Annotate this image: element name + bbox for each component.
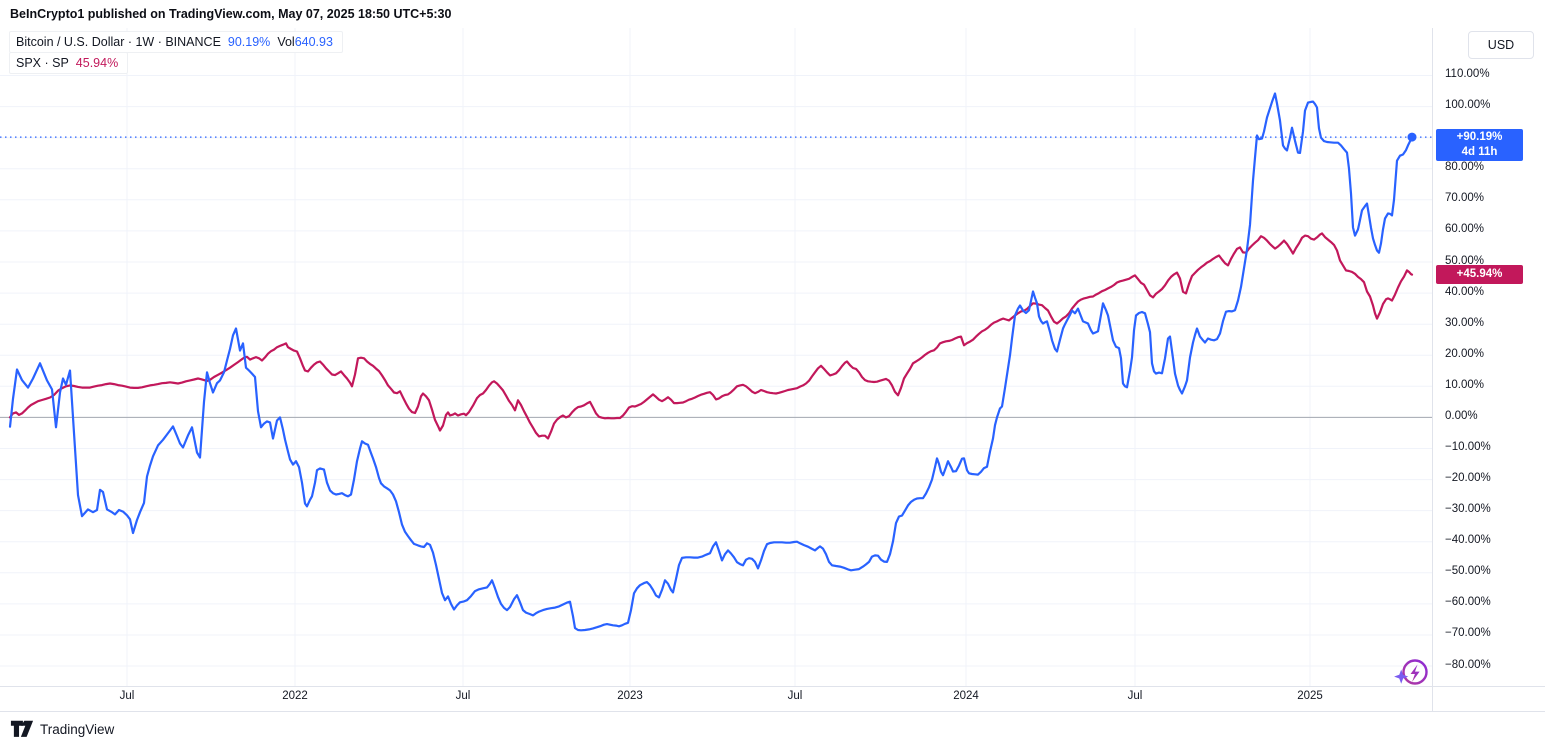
legend-symbol-spx: SPX · SP [16, 56, 69, 70]
price-scale-tick: −70.00% [1445, 627, 1491, 640]
flash-boost-icon[interactable] [1393, 653, 1435, 693]
btc-price-value: +90.19% [1456, 130, 1503, 143]
time-axis-tick: 2023 [617, 690, 643, 702]
spx-price-label: +45.94% [1436, 265, 1523, 285]
price-scale-tick: 50.00% [1445, 254, 1485, 267]
price-scale-tick: −40.00% [1445, 534, 1491, 547]
time-axis-tick: Jul [119, 690, 135, 702]
lightning-bolt-icon [1410, 664, 1420, 682]
btc-countdown: 4d 11h [1461, 145, 1498, 158]
price-scale-tick: −60.00% [1445, 596, 1491, 609]
publish-header: BeInCrypto1 published on TradingView.com… [10, 7, 452, 21]
legend-change-btc: 90.19% [227, 35, 271, 49]
footer: TradingView [10, 719, 114, 739]
btc-price-label: +90.19% 4d 11h [1436, 128, 1523, 161]
price-scale-tick: 10.00% [1445, 378, 1485, 391]
chart-canvas[interactable] [0, 0, 1432, 686]
legend-vol-label: Vol [277, 35, 295, 49]
price-scale-border [1432, 28, 1433, 711]
time-axis-top-border [0, 686, 1545, 687]
price-scale-tick: 40.00% [1445, 285, 1485, 298]
sparkle-icon [1394, 669, 1409, 684]
price-scale-tick: 110.00% [1445, 68, 1490, 81]
price-scale-tick: −30.00% [1445, 503, 1491, 516]
price-scale-tick: −50.00% [1445, 565, 1491, 578]
price-scale[interactable]: 110.00% 100.00% 80.00% 70.00% 60.00% 50.00% 40… [1433, 28, 1545, 711]
price-scale-tick: 60.00% [1445, 223, 1485, 236]
tradingview-brand-text[interactable]: TradingView [40, 721, 115, 737]
price-scale-tick: 80.00% [1445, 161, 1485, 174]
legend-volume: Vol 640.93 [277, 34, 333, 50]
price-scale-tick: −80.00% [1445, 658, 1491, 671]
time-axis-tick: Jul [455, 690, 471, 702]
legend-change-spx: 45.94% [75, 56, 119, 70]
time-axis-tick: Jul [787, 690, 803, 702]
price-scale-tick: 100.00% [1445, 99, 1491, 112]
flash-circle [1402, 659, 1428, 685]
legend-row-btc[interactable]: Bitcoin / U.S. Dollar · 1W · BINANCE 90.… [9, 31, 343, 53]
legend-symbol-btc: Bitcoin / U.S. Dollar · 1W · BINANCE [16, 35, 221, 49]
time-axis[interactable]: Jul 2022 Jul 2023 Jul 2024 Jul 2025 [0, 689, 1432, 709]
price-scale-tick: −10.00% [1445, 440, 1491, 453]
price-scale-tick: 20.00% [1445, 347, 1485, 360]
time-axis-tick: Jul [1127, 690, 1143, 702]
legend-row-spx[interactable]: SPX · SP 45.94% [9, 52, 129, 74]
legend-vol-value: 640.93 [294, 35, 333, 49]
currency-unit-button[interactable]: USD [1468, 31, 1534, 59]
price-scale-tick: −20.00% [1445, 472, 1491, 485]
time-axis-tick: 2022 [282, 690, 308, 702]
price-scale-tick: 30.00% [1445, 316, 1485, 329]
price-scale-tick: 70.00% [1445, 192, 1485, 205]
time-axis-tick: 2025 [1297, 690, 1323, 702]
price-scale-tick: 0.00% [1445, 409, 1478, 422]
time-axis-bottom-border [0, 711, 1545, 712]
time-axis-tick: 2024 [953, 690, 979, 702]
tradingview-logo-icon[interactable] [10, 719, 34, 739]
